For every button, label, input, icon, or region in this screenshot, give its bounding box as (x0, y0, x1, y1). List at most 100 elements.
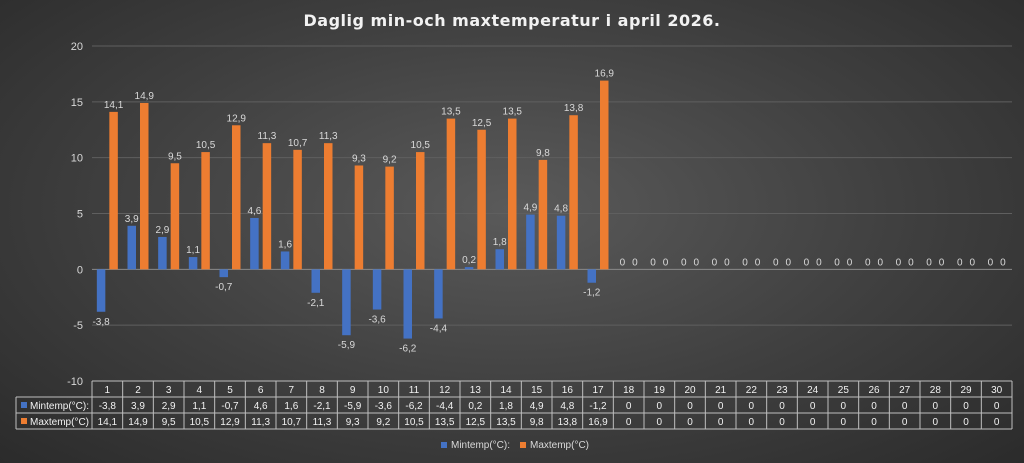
bar-maxtemp (140, 102, 149, 270)
x-tick-label: 5 (227, 385, 233, 396)
data-label-maxtemp: 0 (816, 257, 822, 268)
x-tick-label: 16 (562, 385, 574, 396)
data-label-maxtemp: 0 (908, 257, 914, 268)
table-cell-mintemp: 1,6 (284, 401, 298, 412)
x-tick-label: 25 (838, 385, 850, 396)
data-label-maxtemp: 14,1 (104, 100, 124, 111)
data-label-maxtemp: 0 (632, 257, 638, 268)
bar-maxtemp (324, 143, 333, 270)
data-label-maxtemp: 0 (755, 257, 761, 268)
data-label-maxtemp: 14,9 (135, 91, 155, 102)
data-label-maxtemp: 0 (693, 257, 699, 268)
bar-mintemp (127, 225, 136, 270)
data-label-mintemp: 1,6 (278, 239, 292, 250)
legend-label-maxtemp: Maxtemp(°C) (530, 440, 589, 451)
data-label-mintemp: 0 (957, 257, 963, 268)
bar-mintemp (403, 269, 412, 339)
data-label-mintemp: -0,7 (215, 282, 233, 293)
table-cell-maxtemp: 0 (963, 417, 969, 428)
data-label-mintemp: 0 (926, 257, 932, 268)
table-cell-mintemp: 0 (718, 401, 724, 412)
data-label-mintemp: -3,8 (92, 317, 110, 328)
data-label-maxtemp: 9,8 (536, 148, 550, 159)
bar-mintemp (556, 215, 566, 270)
bar-maxtemp (477, 129, 486, 270)
x-tick-label: 7 (289, 385, 295, 396)
table-cell-maxtemp: 11,3 (313, 417, 332, 428)
x-tick-label: 28 (930, 385, 942, 396)
table-cell-maxtemp: 13,8 (558, 417, 578, 428)
data-label-mintemp: 0 (865, 257, 871, 268)
table-cell-maxtemp: 10,5 (404, 417, 424, 428)
x-tick-label: 27 (899, 385, 911, 396)
x-tick-label: 22 (746, 385, 758, 396)
table-cell-maxtemp: 0 (687, 417, 693, 428)
bar-maxtemp (538, 159, 548, 270)
bar-maxtemp (201, 152, 210, 270)
table-cell-mintemp: -4,4 (436, 401, 454, 412)
bar-mintemp (464, 267, 474, 270)
data-label-maxtemp: 10,7 (288, 138, 308, 149)
y-tick-label: 10 (71, 153, 83, 165)
bar-mintemp (250, 217, 259, 270)
bar-maxtemp (232, 125, 241, 270)
y-tick-label: 15 (71, 97, 83, 109)
bar-mintemp (311, 269, 320, 293)
table-cell-maxtemp: 0 (718, 417, 724, 428)
x-tick-label: 18 (623, 385, 635, 396)
data-label-maxtemp: 13,5 (441, 107, 461, 118)
table-cell-mintemp: 0 (933, 401, 939, 412)
table-cell-maxtemp: 13,5 (435, 417, 455, 428)
bar-maxtemp (354, 165, 364, 270)
data-label-mintemp: 0 (804, 257, 810, 268)
table-cell-maxtemp: 12,5 (466, 417, 486, 428)
data-label-maxtemp: 0 (939, 257, 945, 268)
bar-mintemp (96, 269, 106, 312)
x-tick-label: 4 (197, 385, 203, 396)
table-cell-mintemp: 1,1 (192, 401, 206, 412)
bar-mintemp (587, 269, 596, 283)
table-cell-maxtemp: 0 (933, 417, 939, 428)
data-label-maxtemp: 9,3 (352, 153, 366, 164)
table-cell-maxtemp: 10,5 (190, 417, 210, 428)
data-label-mintemp: 3,9 (125, 214, 139, 225)
x-tick-label: 1 (105, 385, 111, 396)
legend-swatch-maxtemp (520, 442, 526, 448)
legend: Mintemp(°C): Maxtemp(°C) (441, 440, 589, 451)
x-tick-label: 11 (409, 385, 420, 396)
data-label-maxtemp: 13,8 (564, 103, 584, 114)
legend-swatch-mintemp (441, 442, 447, 448)
table-cell-maxtemp: 14,9 (128, 417, 148, 428)
data-label-mintemp: 0,2 (462, 255, 476, 266)
bar-maxtemp (446, 118, 456, 270)
table-cell-mintemp: 0 (994, 401, 1000, 412)
data-label-mintemp: 2,9 (155, 225, 169, 236)
x-tick-label: 12 (439, 385, 451, 396)
x-tick-label: 3 (166, 385, 172, 396)
data-label-mintemp: 4,9 (523, 203, 537, 214)
bar-mintemp (434, 269, 443, 319)
data-label-maxtemp: 12,9 (227, 113, 247, 124)
bar-maxtemp (385, 166, 394, 270)
table-cell-maxtemp: 0 (657, 417, 663, 428)
data-label-mintemp: 1,8 (493, 237, 507, 248)
x-tick-label: 14 (500, 385, 512, 396)
bar-maxtemp (416, 152, 425, 270)
table-cell-mintemp: 4,9 (530, 401, 544, 412)
table-cell-maxtemp: 9,5 (162, 417, 176, 428)
y-tick-label: 0 (77, 264, 83, 276)
bar-mintemp (526, 214, 535, 270)
table-cell-maxtemp: 9,3 (346, 417, 360, 428)
table-cell-maxtemp: 16,9 (588, 417, 608, 428)
table-cell-maxtemp: 9,2 (376, 417, 390, 428)
data-label-mintemp: 4,8 (554, 204, 568, 215)
x-tick-label: 23 (776, 385, 788, 396)
gridlines: -10 -5 0 5 10 15 20 (67, 41, 1012, 388)
data-label-mintemp: 1,1 (186, 245, 200, 256)
bar-maxtemp (109, 111, 118, 270)
data-label-maxtemp: 10,5 (196, 140, 216, 151)
data-label-maxtemp: 0 (969, 257, 975, 268)
table-cell-mintemp: 2,9 (162, 401, 176, 412)
x-tick-label: 29 (960, 385, 972, 396)
